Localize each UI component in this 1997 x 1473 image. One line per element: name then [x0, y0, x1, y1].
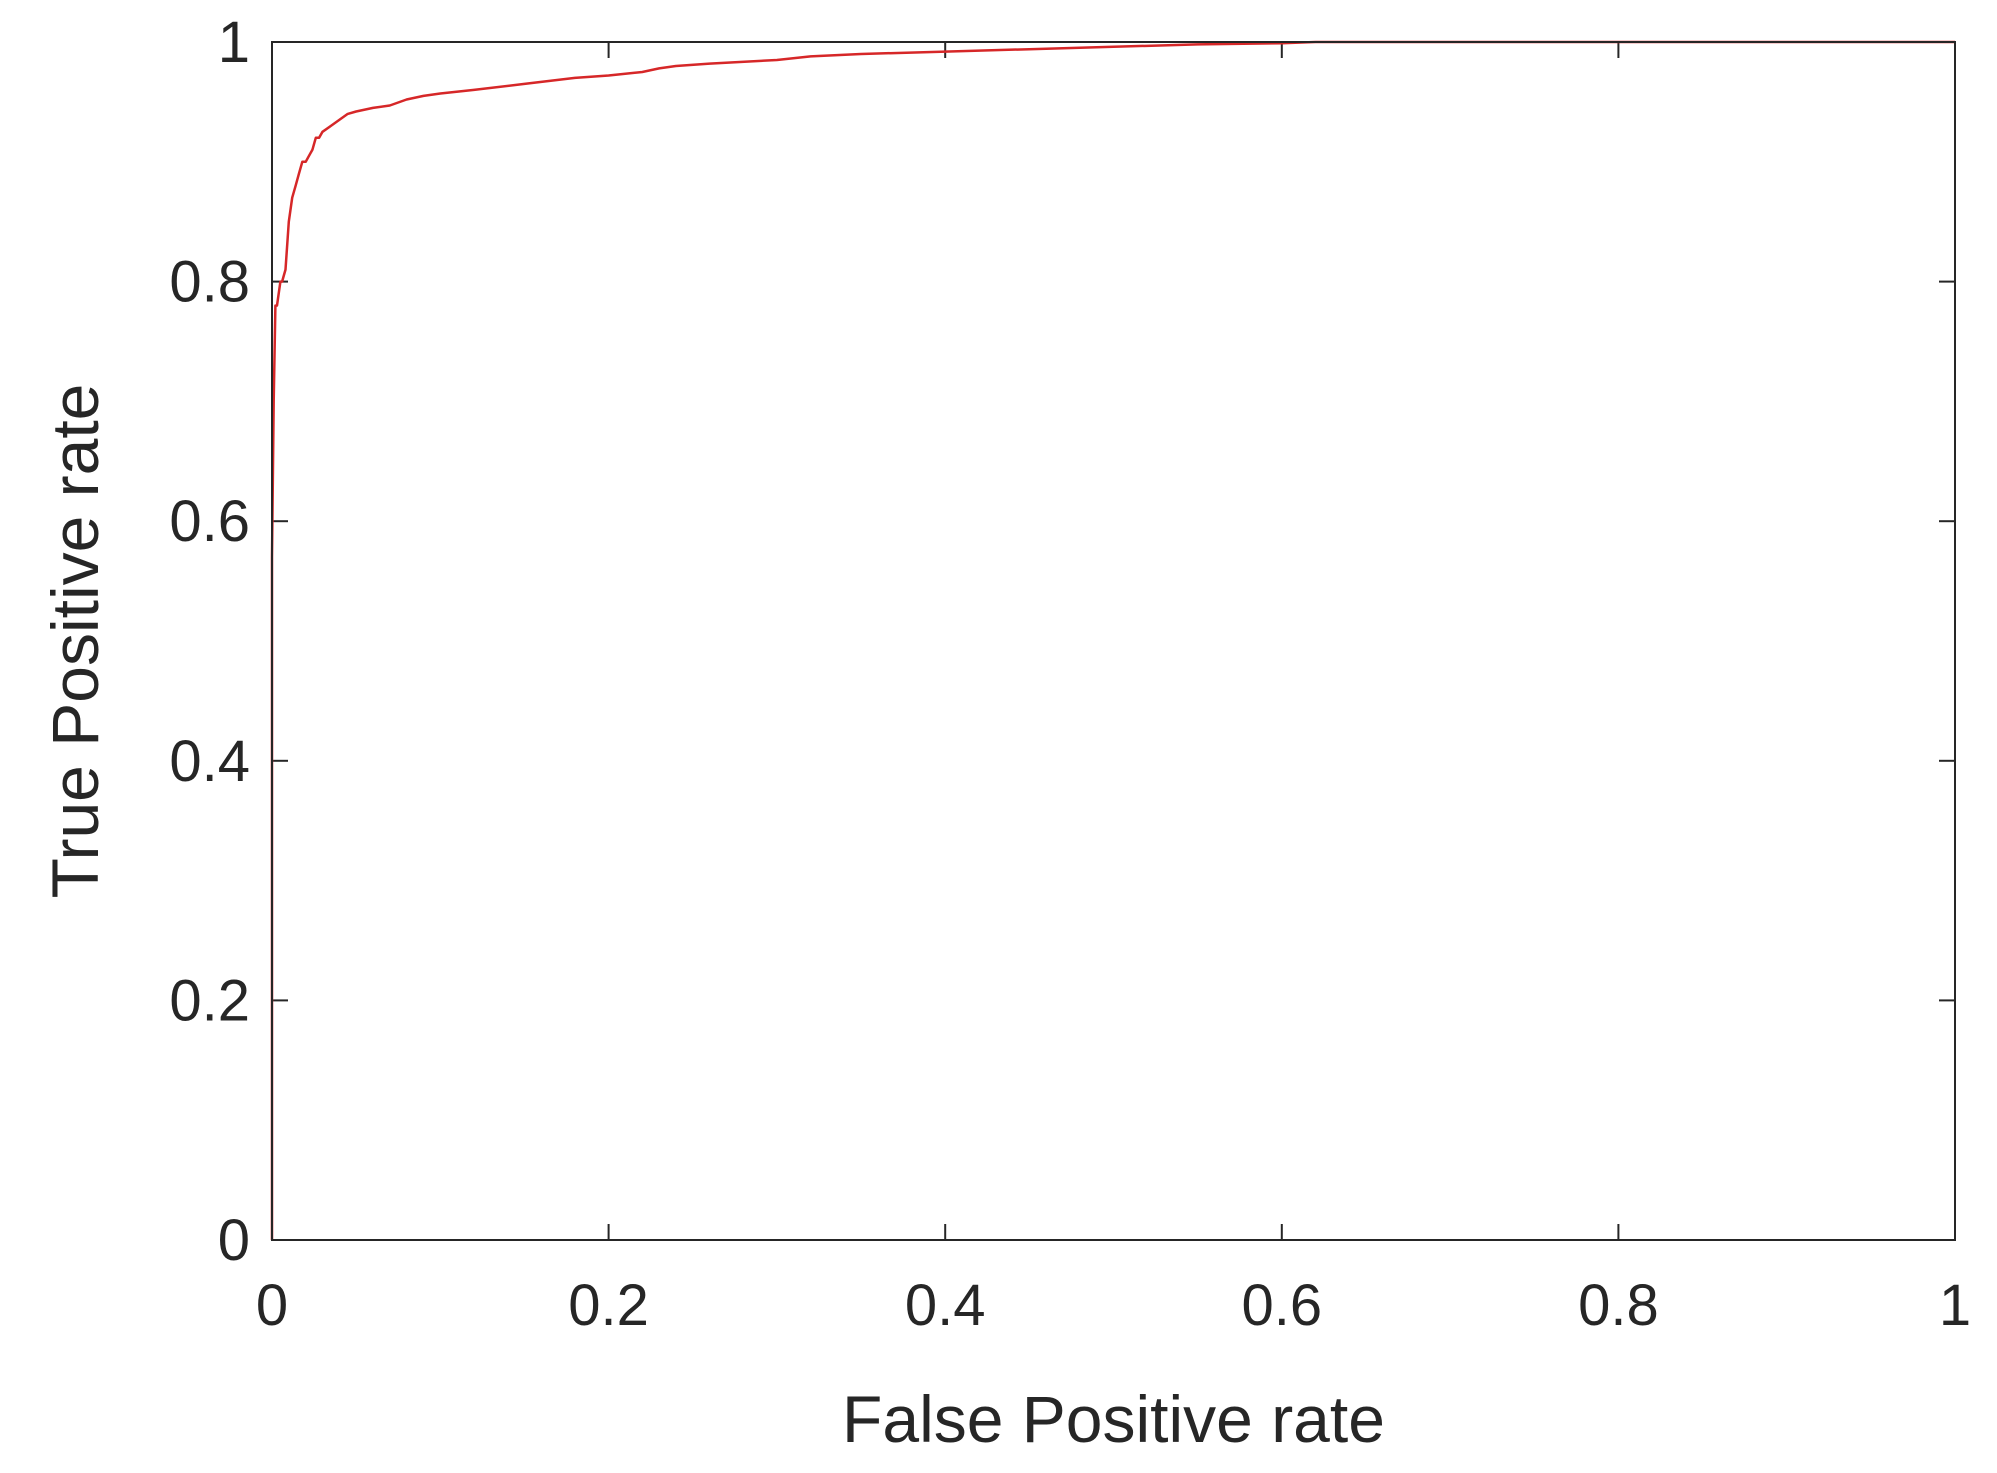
x-tick-label: 0.4: [905, 1273, 986, 1338]
x-tick-label: 1: [1939, 1273, 1971, 1338]
plot-area-frame: [271, 41, 1956, 1241]
y-tick-label: 1: [218, 10, 250, 75]
y-tick-label: 0.2: [169, 968, 250, 1033]
x-tick-label: 0.6: [1241, 1273, 1322, 1338]
y-tick-label: 0.4: [169, 729, 250, 794]
axis-ticks: [271, 41, 1956, 1241]
y-tick-label: 0.8: [169, 250, 250, 315]
y-tick-label: 0.6: [169, 489, 250, 554]
y-axis-label: True Positive rate: [38, 384, 112, 899]
x-tick-label: 0: [256, 1273, 288, 1338]
tick-labels: 0 0.2 0.4 0.6 0.8 1 0 0.2 0.4 0.6 0.8 1: [169, 10, 1971, 1338]
x-axis-label: False Positive rate: [842, 1382, 1385, 1456]
roc-curve-line: [270, 40, 1955, 1240]
y-tick-label: 0: [218, 1208, 250, 1273]
x-tick-label: 0.2: [568, 1273, 649, 1338]
x-tick-label: 0.8: [1578, 1273, 1659, 1338]
